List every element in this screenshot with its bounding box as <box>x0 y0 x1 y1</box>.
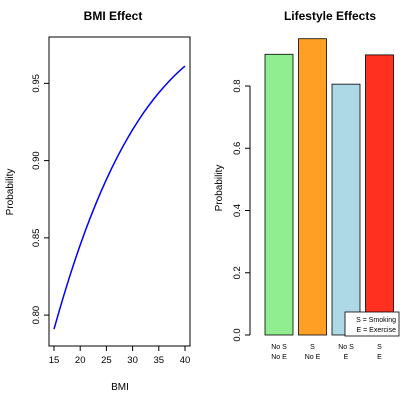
bmi-chart-title: BMI Effect <box>84 9 143 23</box>
lifestyle-category-label: No E <box>271 354 287 361</box>
bmi-x-tick-label: 40 <box>180 355 191 366</box>
bmi-x-tick-label: 30 <box>127 355 138 366</box>
bmi-effect-chart: BMI Effect 15 20 25 30 35 400.800.850.900.95 … <box>5 9 191 393</box>
lifestyle-category-label: S <box>310 344 315 351</box>
bmi-x-tick-label: 20 <box>75 355 86 366</box>
bmi-y-tick-label: 0.90 <box>31 151 42 170</box>
lifestyle-category-label: S <box>377 344 382 351</box>
lifestyle-category-label: No E <box>305 354 321 361</box>
lifestyle-y-tick-label: 0.6 <box>232 142 243 155</box>
legend-entry-smoking: S = Smoking <box>356 317 396 324</box>
lifestyle-category-label: No S <box>271 344 287 351</box>
bmi-plot-frame <box>48 36 191 347</box>
bmi-x-tick-label: 15 <box>49 355 60 366</box>
bmi-y-tick-label: 0.80 <box>31 306 42 325</box>
legend-box <box>344 311 400 337</box>
lifestyle-y-tick-label: 0.2 <box>232 266 243 279</box>
bmi-y-axis-label: Probability <box>5 169 16 216</box>
lifestyle-effects-chart: Lifestyle Effects 0.0 0.2 0.4 0.6 0.8 No S No… <box>214 9 400 361</box>
lifestyle-y-axis-label: Probability <box>214 165 225 212</box>
lifestyle-y-tick-label: 0.4 <box>232 204 243 217</box>
lifestyle-bar <box>331 83 361 336</box>
bmi-axes: 15 20 25 30 35 40 0.80 0.85 0.90 0.95 <box>31 74 190 366</box>
bmi-x-tick-label: 25 <box>101 355 112 366</box>
lifestyle-category-label: E <box>344 354 349 361</box>
lifestyle-bars <box>264 38 394 336</box>
lifestyle-bar <box>298 38 327 336</box>
bmi-x-axis-label: BMI <box>111 382 129 393</box>
lifestyle-axes: 0.0 0.2 0.4 0.6 0.8 <box>232 79 251 342</box>
bmi-series-line <box>53 65 186 330</box>
bmi-y-tick-label: 0.95 <box>31 74 42 93</box>
lifestyle-category-label: No S <box>338 344 354 351</box>
bmi-x-tick-label: 35 <box>154 355 165 366</box>
lifestyle-y-tick-label: 0.8 <box>232 79 243 92</box>
lifestyle-bar <box>365 54 394 336</box>
lifestyle-y-tick-label: 0.0 <box>232 328 243 341</box>
lifestyle-category-label: E <box>377 354 382 361</box>
bmi-y-tick-label: 0.85 <box>31 229 42 248</box>
lifestyle-chart-title: Lifestyle Effects <box>284 9 376 23</box>
lifestyle-legend: S = Smoking E = Exercise <box>344 311 400 337</box>
lifestyle-bar <box>264 53 294 336</box>
legend-entry-exercise: E = Exercise <box>357 327 397 334</box>
